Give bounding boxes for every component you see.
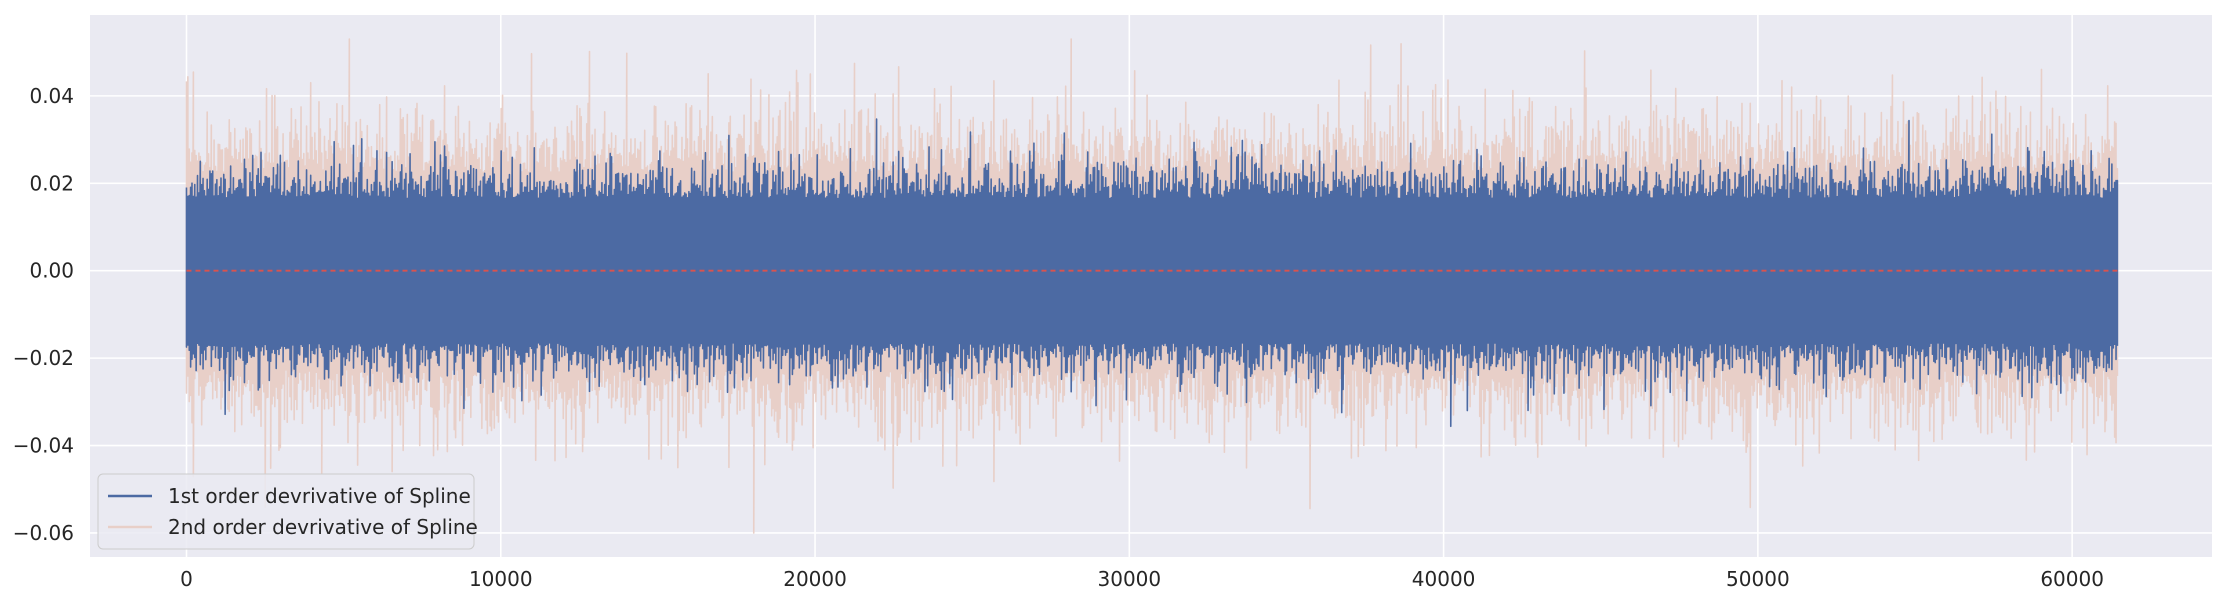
x-tick-label: 0 <box>180 567 193 591</box>
x-tick-label: 60000 <box>2040 567 2104 591</box>
y-tick-label: 0.00 <box>29 259 74 283</box>
legend: 1st order devrivative of Spline 2nd orde… <box>97 473 478 550</box>
y-tick-label: −0.04 <box>13 434 74 458</box>
x-tick-label: 20000 <box>783 567 847 591</box>
y-tick-label: 0.02 <box>29 171 74 195</box>
x-tick-label: 50000 <box>1726 567 1790 591</box>
y-tick-label: −0.02 <box>13 346 74 370</box>
legend-box <box>97 473 475 550</box>
series-line-1 <box>185 118 2119 428</box>
x-tick-label: 30000 <box>1098 567 1162 591</box>
x-tick-label: 40000 <box>1412 567 1476 591</box>
legend-label-series-1: 1st order devrivative of Spline <box>168 484 471 508</box>
x-tick-label: 10000 <box>469 567 533 591</box>
legend-label-series-0: 2nd order devrivative of Spline <box>168 515 478 539</box>
y-tick-label: −0.06 <box>13 521 74 545</box>
y-tick-label: 0.04 <box>29 84 74 108</box>
tick-labels: 0 10000 20000 30000 40000 50000 60000 −0.06 −0.0… <box>13 84 2104 591</box>
series-layer <box>185 38 2119 534</box>
